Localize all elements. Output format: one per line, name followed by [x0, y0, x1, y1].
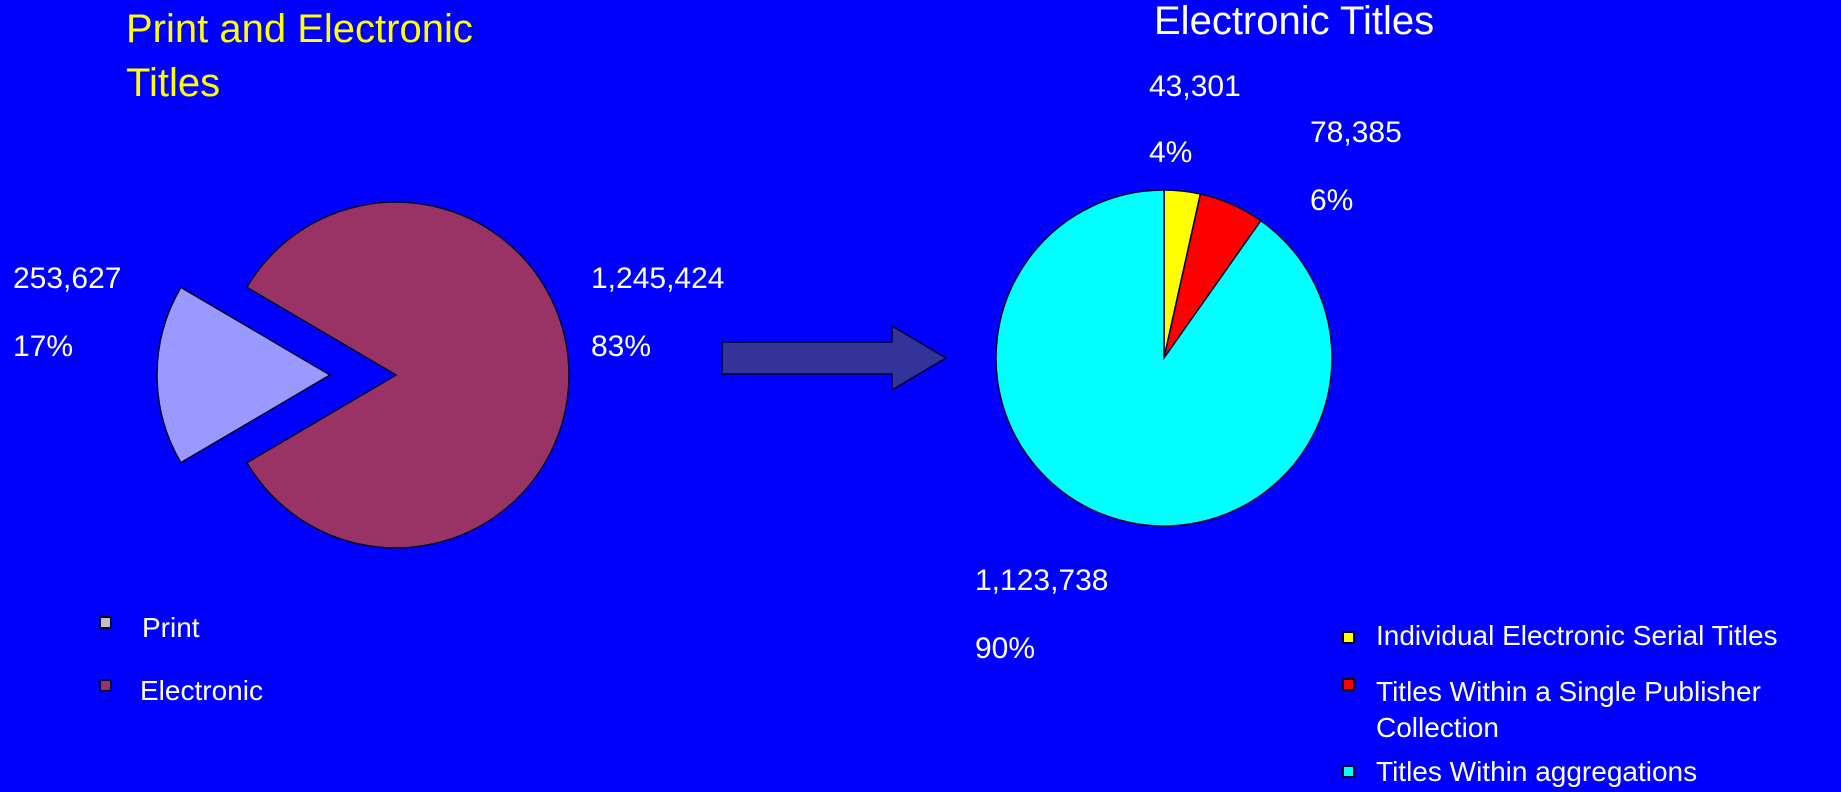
- pie-slice-titles-within-aggregations: [995, 189, 1333, 527]
- data-label-aggregations-value: 1,123,738: [975, 564, 1109, 597]
- pie-slice-print: [156, 286, 332, 464]
- legend-swatch-single-publisher: [1342, 678, 1355, 691]
- pie-print-electronic: [156, 201, 570, 549]
- legend-label-individual: Individual Electronic Serial Titles: [1376, 620, 1778, 651]
- data-label-print-percent: 17%: [13, 330, 74, 363]
- legend-swatch-individual: [1342, 631, 1355, 644]
- data-label-print-value: 253,627: [13, 262, 122, 295]
- data-label-individual-value: 43,301: [1149, 70, 1241, 103]
- legend-swatch-print: [99, 616, 112, 629]
- chart2-title: Electronic Titles: [1154, 0, 1435, 43]
- data-label-single-publisher-percent: 6%: [1310, 184, 1354, 217]
- right-arrow-icon: [721, 324, 948, 392]
- legend-label-single-publisher-line2: Collection: [1376, 712, 1499, 743]
- pie-electronic-titles: [995, 189, 1333, 527]
- data-label-single-publisher-value: 78,385: [1310, 116, 1402, 149]
- chart1-title-line1: Print and Electronic: [126, 7, 473, 51]
- legend-label-aggregations: Titles Within aggregations: [1376, 756, 1698, 787]
- legend-swatch-aggregations: [1342, 765, 1355, 778]
- legend-label-print: Print: [142, 612, 200, 643]
- data-label-electronic-percent: 83%: [591, 330, 652, 363]
- data-label-aggregations-percent: 90%: [975, 632, 1036, 665]
- chart1-title-line2: Titles: [126, 61, 221, 105]
- legend-label-electronic: Electronic: [140, 675, 263, 706]
- pie-slice-electronic: [245, 201, 570, 549]
- data-label-individual-percent: 4%: [1149, 136, 1193, 169]
- legend-label-single-publisher-line1: Titles Within a Single Publisher: [1376, 676, 1761, 707]
- data-label-electronic-value: 1,245,424: [591, 262, 725, 295]
- legend-swatch-electronic: [99, 679, 112, 692]
